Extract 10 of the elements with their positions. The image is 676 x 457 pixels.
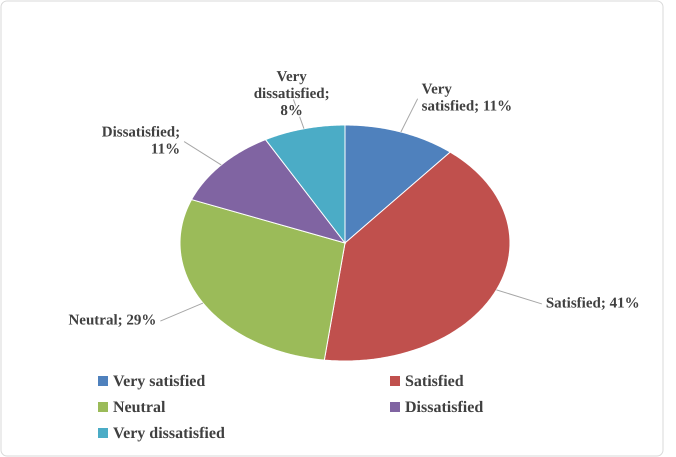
legend-label: Very satisfied bbox=[113, 373, 206, 390]
legend-label: Neutral bbox=[113, 399, 166, 416]
data-label: Very dissatisfied; 8% bbox=[254, 68, 330, 119]
data-label: Very satisfied; 11% bbox=[422, 82, 512, 115]
legend-label: Dissatisfied bbox=[405, 399, 484, 416]
data-label: Satisfied; 41% bbox=[546, 295, 640, 312]
data-label: Neutral; 29% bbox=[68, 312, 156, 329]
data-label: Dissatisfied; 11% bbox=[102, 124, 180, 158]
legend-label: Very dissatisfied bbox=[113, 425, 225, 442]
legend-label: Satisfied bbox=[405, 373, 464, 390]
